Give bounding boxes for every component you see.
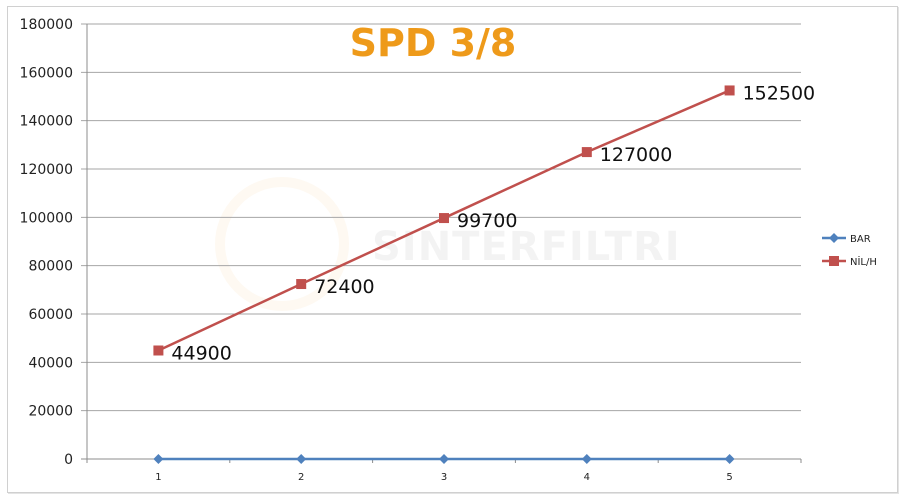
y-tick-label: 0 bbox=[64, 452, 73, 468]
legend-label: BAR bbox=[850, 234, 871, 245]
x-tick-label: 3 bbox=[441, 472, 447, 483]
data-label: 99700 bbox=[457, 210, 517, 232]
legend-label: NİL/H bbox=[850, 255, 877, 268]
legend-item: BAR bbox=[822, 233, 871, 245]
diamond-marker-icon bbox=[439, 454, 449, 464]
diamond-marker-icon bbox=[724, 454, 735, 464]
series-lines: 44900 72400 99700 127000 152500 bbox=[153, 82, 815, 464]
diamond-marker-icon bbox=[581, 454, 592, 464]
watermark: SINTERFILTRI bbox=[215, 177, 681, 311]
y-tick-label: 140000 bbox=[20, 114, 73, 130]
series-bar bbox=[153, 454, 735, 464]
x-tick-label: 2 bbox=[298, 472, 304, 483]
square-marker-icon bbox=[296, 279, 307, 290]
y-tick-label: 120000 bbox=[20, 162, 73, 178]
y-tick-label: 80000 bbox=[28, 259, 73, 275]
x-tick-label: 4 bbox=[584, 472, 590, 483]
diamond-marker-icon bbox=[829, 233, 839, 243]
legend: BAR NİL/H bbox=[822, 233, 877, 268]
y-axis: 0 20000 40000 60000 80000 100000 120000 140000 1… bbox=[20, 17, 88, 468]
diamond-marker-icon bbox=[296, 454, 307, 464]
square-marker-icon bbox=[439, 213, 449, 224]
square-marker-icon bbox=[153, 345, 164, 356]
square-marker-icon bbox=[829, 256, 839, 266]
square-marker-icon bbox=[581, 147, 592, 158]
diamond-marker-icon bbox=[153, 454, 164, 464]
data-label: 152500 bbox=[743, 82, 816, 104]
series-ni-l-h: 44900 72400 99700 127000 152500 bbox=[153, 82, 815, 364]
gridlines bbox=[81, 23, 801, 412]
data-label: 44900 bbox=[171, 342, 231, 364]
square-marker-icon bbox=[724, 85, 735, 96]
x-tick-label: 1 bbox=[155, 472, 161, 483]
legend-item: NİL/H bbox=[822, 255, 877, 268]
y-tick-label: 160000 bbox=[20, 65, 73, 81]
data-label: 72400 bbox=[314, 276, 374, 298]
y-tick-label: 20000 bbox=[28, 404, 73, 420]
x-tick-label: 5 bbox=[726, 472, 732, 483]
watermark-text: SINTERFILTRI bbox=[372, 224, 681, 270]
y-tick-label: 60000 bbox=[28, 307, 73, 323]
y-tick-label: 100000 bbox=[20, 210, 73, 226]
chart-title: SPD 3/8 bbox=[350, 21, 517, 65]
data-label: 127000 bbox=[600, 144, 673, 166]
chart-frame bbox=[7, 6, 898, 493]
watermark-logo-icon bbox=[215, 177, 349, 311]
y-tick-label: 180000 bbox=[20, 17, 73, 33]
y-tick-label: 40000 bbox=[28, 355, 73, 371]
